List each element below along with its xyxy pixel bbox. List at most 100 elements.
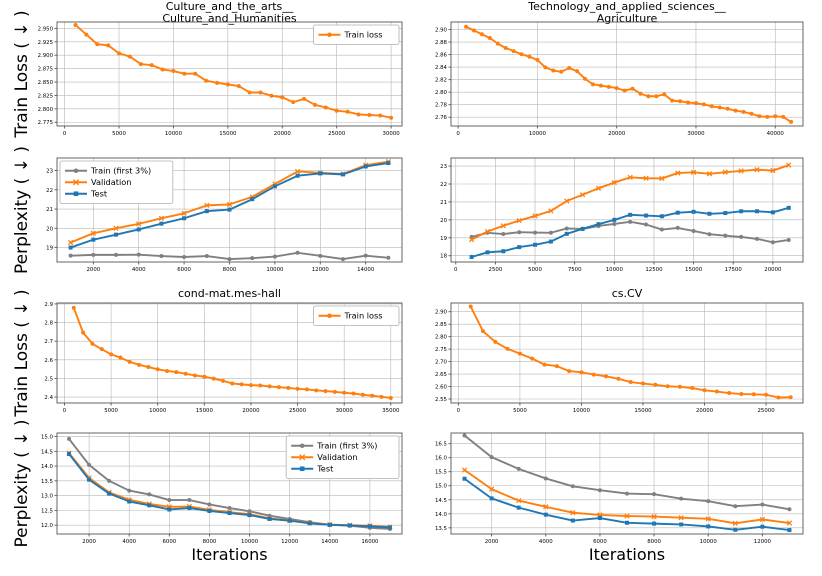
data-point [786, 520, 793, 526]
x-tick-label: 2000 [82, 539, 96, 545]
data-point [471, 28, 476, 33]
y-tick-label: 13.0 [41, 494, 54, 500]
legend[interactable]: Train loss [313, 305, 400, 326]
data-point [739, 234, 744, 239]
y-tick-label: 2.875 [38, 67, 53, 73]
data-point [90, 230, 96, 236]
y-tick-label: 2.7 [44, 339, 53, 345]
data-point [220, 378, 225, 383]
data-point [501, 232, 506, 237]
x-tick-label: 20000 [274, 131, 292, 137]
y-tick-label: 15.0 [435, 484, 448, 490]
data-point [564, 198, 570, 204]
y-tick-label: 15.0 [41, 435, 54, 441]
y-tick-label: 14.0 [435, 512, 448, 518]
data-point [559, 69, 564, 74]
y-tick-label: 2.850 [38, 80, 54, 86]
y-tick-label: 2.82 [435, 78, 447, 84]
data-point [247, 513, 252, 518]
y-tick-label: 12.0 [41, 523, 54, 529]
panel-title: cond-mat.mes-hall [178, 287, 281, 300]
data-point [68, 245, 73, 250]
y-axis-label: Perplexity ( ↓ ) [12, 146, 32, 274]
data-point [114, 232, 119, 237]
y-tick-label: 14.5 [435, 498, 447, 504]
data-point [155, 367, 160, 372]
data-point [258, 383, 263, 388]
data-point [314, 388, 319, 393]
legend-swatch-marker [72, 179, 80, 186]
data-point [280, 95, 285, 100]
data-point [481, 329, 485, 334]
data-point [653, 382, 658, 387]
legend-box [59, 160, 174, 204]
data-point [127, 499, 132, 504]
data-point [765, 114, 770, 119]
data-point [612, 221, 617, 226]
x-tick-label: 25000 [757, 408, 775, 414]
panel-title: Technology_and_applied_sciences__ [527, 0, 726, 13]
data-point [107, 491, 112, 496]
legend[interactable]: Train loss [313, 24, 400, 45]
data-point [597, 516, 602, 521]
data-point [516, 505, 521, 510]
y-tick-label: 2.78 [435, 103, 448, 109]
x-tick-label: 4000 [132, 267, 146, 273]
data-point [717, 105, 722, 110]
data-point [543, 512, 548, 517]
y-tick-label: 2.925 [38, 40, 53, 46]
data-point [501, 249, 506, 254]
data-point [751, 392, 756, 397]
data-point [741, 109, 746, 114]
x-tick-label: 35000 [382, 408, 400, 414]
data-point [370, 393, 375, 398]
data-point [787, 528, 792, 533]
data-point [755, 209, 760, 214]
x-tick-label: 25000 [328, 131, 346, 137]
data-point [548, 239, 553, 244]
data-point [294, 168, 301, 175]
legend-label: Train (first 3%) [316, 440, 377, 450]
data-point [543, 65, 548, 70]
data-point [340, 172, 345, 177]
data-point [622, 88, 627, 93]
data-point [616, 376, 621, 381]
data-point [580, 226, 585, 231]
data-point [389, 115, 394, 120]
data-point [227, 506, 232, 511]
y-tick-label: 2.76 [435, 115, 448, 121]
data-point [187, 506, 192, 511]
x-tick-label: 2000 [485, 539, 499, 545]
y-tick-label: 2.90 [435, 310, 448, 316]
x-tick-label: 0 [457, 408, 461, 414]
data-point [204, 78, 209, 83]
x-tick-label: 6000 [162, 539, 176, 545]
data-point [591, 372, 596, 377]
data-point [286, 385, 291, 390]
data-point [91, 252, 96, 257]
x-tick-label: 0 [63, 408, 67, 414]
data-point [500, 223, 506, 229]
data-point [787, 507, 792, 512]
y-tick-label: 2.60 [435, 385, 448, 391]
data-point [678, 99, 683, 104]
x-tick-label: 14000 [357, 267, 375, 273]
x-tick-label: 6000 [593, 539, 607, 545]
data-point [786, 237, 791, 242]
data-point [489, 496, 494, 501]
data-point [68, 253, 73, 258]
panel-loss-cscv: cs.CV 2.55 2.60 2.65 2.70 2.75 2.80 2.85 2.90 0 50… [411, 285, 822, 425]
data-point [723, 233, 728, 238]
data-point [535, 57, 540, 62]
data-point [723, 211, 728, 216]
data-point [183, 371, 188, 376]
data-point [770, 240, 775, 245]
data-point [367, 524, 372, 529]
data-point [519, 52, 524, 57]
data-point [678, 515, 684, 521]
data-point [67, 436, 72, 441]
data-point [517, 351, 522, 356]
axes-frame [450, 157, 804, 263]
